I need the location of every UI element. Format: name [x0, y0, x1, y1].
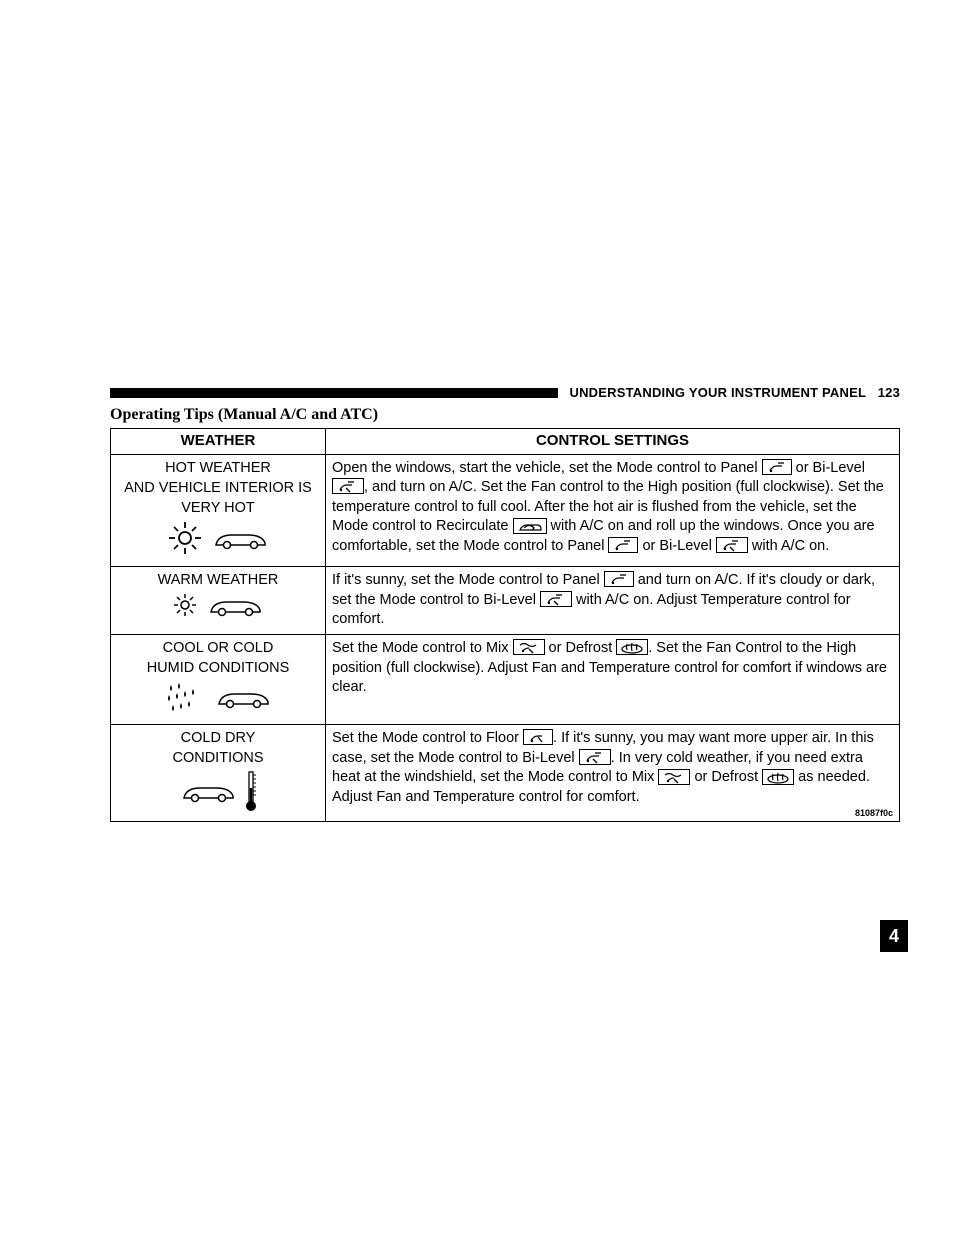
weather-label: HUMID CONDITIONS [117, 659, 319, 677]
settings-text: Set the Mode control to Mix [332, 640, 513, 656]
settings-text: or Bi-Level [792, 460, 865, 476]
weather-label: CONDITIONS [117, 749, 319, 767]
panel-mode-icon [604, 571, 634, 587]
header-text: UNDERSTANDING YOUR INSTRUMENT PANEL 123 [570, 385, 901, 400]
bilevel-mode-icon [332, 478, 364, 494]
weather-icon-row [117, 519, 319, 562]
weather-cell: WARM WEATHER [111, 567, 326, 635]
car-icon [205, 592, 265, 623]
sun-small-icon [171, 591, 199, 624]
settings-text: Set the Mode control to Floor [332, 730, 523, 746]
settings-text: or Bi-Level [638, 538, 715, 554]
weather-icon-row [117, 770, 319, 817]
table-row: COOL OR COLD HUMID CONDITIONS Set the Mode… [111, 634, 900, 724]
settings-text: or Defrost [545, 640, 617, 656]
col-header-settings: CONTROL SETTINGS [326, 429, 900, 455]
weather-label: AND VEHICLE INTERIOR IS [117, 479, 319, 497]
settings-cell: If it's sunny, set the Mode control to P… [326, 567, 900, 635]
weather-cell: COOL OR COLD HUMID CONDITIONS [111, 634, 326, 724]
recirc-mode-icon [513, 518, 547, 534]
bilevel-mode-icon [540, 591, 572, 607]
table-row: COLD DRY CONDITIONS Set the Mode control t… [111, 725, 900, 821]
col-header-weather: WEATHER [111, 429, 326, 455]
weather-label: COOL OR COLD [117, 639, 319, 657]
settings-cell: Open the windows, start the vehicle, set… [326, 454, 900, 567]
defrost-mode-icon [616, 639, 648, 655]
bilevel-mode-icon [716, 537, 748, 553]
car-icon [210, 525, 270, 556]
settings-cell: Set the Mode control to Floor . If it's … [326, 725, 900, 821]
page-header: UNDERSTANDING YOUR INSTRUMENT PANEL 123 [110, 385, 900, 400]
table-row: HOT WEATHER AND VEHICLE INTERIOR IS VERY H… [111, 454, 900, 567]
header-rule [110, 388, 558, 398]
weather-cell: COLD DRY CONDITIONS [111, 725, 326, 821]
weather-icon-row [117, 679, 319, 720]
sun-big-icon [166, 519, 204, 562]
droplets-icon [163, 679, 207, 720]
settings-text: with A/C on. [748, 538, 829, 554]
settings-text: Open the windows, start the vehicle, set… [332, 460, 762, 476]
figure-reference: 81087f0c [855, 807, 893, 819]
mix-mode-icon [513, 639, 545, 655]
settings-text: If it's sunny, set the Mode control to P… [332, 572, 604, 588]
weather-label: HOT WEATHER [117, 459, 319, 477]
manual-page: UNDERSTANDING YOUR INSTRUMENT PANEL 123 … [110, 385, 900, 822]
weather-icon-row [117, 591, 319, 624]
section-title: Operating Tips (Manual A/C and ATC) [110, 406, 900, 424]
panel-mode-icon [608, 537, 638, 553]
table-row: WARM WEATHER If it's sunny, set the Mode … [111, 567, 900, 635]
operating-tips-table: WEATHER CONTROL SETTINGS HOT WEATHER AND … [110, 428, 900, 822]
page-number: 123 [878, 385, 900, 400]
weather-label: VERY HOT [117, 499, 319, 517]
mix-mode-icon [658, 769, 690, 785]
floor-mode-icon [523, 729, 553, 745]
weather-label: WARM WEATHER [117, 571, 319, 589]
thermometer-icon [244, 770, 258, 817]
defrost-mode-icon [762, 769, 794, 785]
settings-cell: Set the Mode control to Mix or Defrost .… [326, 634, 900, 724]
bilevel-mode-icon [579, 749, 611, 765]
weather-cell: HOT WEATHER AND VEHICLE INTERIOR IS VERY H… [111, 454, 326, 567]
settings-text: or Defrost [690, 769, 762, 785]
section-name: UNDERSTANDING YOUR INSTRUMENT PANEL [570, 385, 866, 400]
panel-mode-icon [762, 459, 792, 475]
car-icon [213, 684, 273, 715]
car-icon [178, 778, 238, 809]
weather-label: COLD DRY [117, 729, 319, 747]
chapter-tab: 4 [880, 920, 908, 952]
